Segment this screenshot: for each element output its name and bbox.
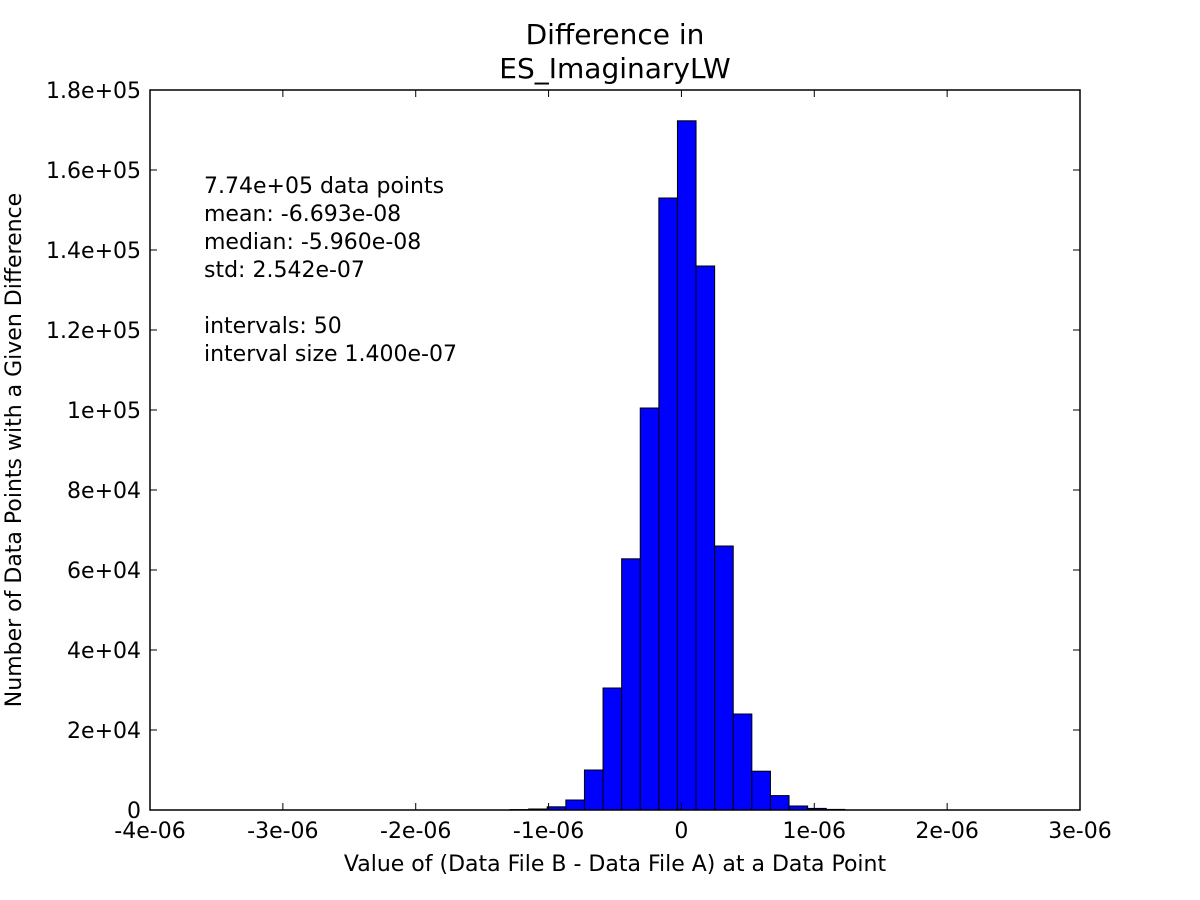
- y-tick-label-9: 1.8e+05: [46, 79, 141, 104]
- y-tick-label-1: 2e+04: [67, 719, 141, 744]
- x-tick-label-1: -3e-06: [247, 819, 318, 844]
- y-tick-label-6: 1.2e+05: [46, 319, 141, 344]
- y-tick-label-8: 1.6e+05: [46, 159, 141, 184]
- histogram-bar-21: [565, 799, 585, 811]
- stats-line-5: intervals: 50: [204, 314, 342, 339]
- stats-line-6: interval size 1.400e-07: [204, 342, 457, 367]
- stats-line-1: mean: -6.693e-08: [204, 202, 401, 227]
- histogram-bar-25: [639, 407, 660, 811]
- y-tick-label-7: 1.4e+05: [46, 239, 141, 264]
- stats-line-2: median: -5.960e-08: [204, 230, 421, 255]
- y-tick-label-2: 4e+04: [67, 639, 141, 664]
- y-tick-label-0: 0: [127, 799, 141, 824]
- y-tick-label-3: 6e+04: [67, 559, 141, 584]
- x-axis-label: Value of (Data File B - Data File A) at …: [344, 852, 887, 877]
- histogram-bar-26: [658, 197, 678, 811]
- plot-area-frame: [149, 89, 1081, 811]
- histogram-bar-32: [769, 795, 790, 811]
- y-tick-label-4: 8e+04: [67, 479, 141, 504]
- y-axis-label: Number of Data Points with a Given Diffe…: [2, 193, 27, 707]
- x-tick-label-0: -4e-06: [114, 819, 185, 844]
- stats-line-0: 7.74e+05 data points: [204, 174, 444, 199]
- x-tick-label-7: 3e-06: [1048, 819, 1111, 844]
- x-tick-label-4: 0: [674, 819, 688, 844]
- histogram-bars: [509, 120, 846, 811]
- x-tick-label-5: 1e-06: [783, 819, 846, 844]
- histogram-bar-27: [676, 120, 697, 811]
- chart-title-line-1: Difference in: [526, 18, 705, 51]
- histogram-bar-24: [621, 558, 641, 811]
- histogram-bar-30: [732, 713, 753, 811]
- histogram-bar-28: [695, 265, 716, 811]
- histogram-bar-22: [583, 769, 604, 811]
- chart-title-line-2: ES_ImaginaryLW: [499, 52, 730, 85]
- x-tick-label-6: 2e-06: [915, 819, 978, 844]
- y-tick-label-5: 1e+05: [67, 399, 141, 424]
- stats-line-3: std: 2.542e-07: [204, 258, 365, 283]
- stats-annotation: 7.74e+05 data points mean: -6.693e-08 medi…: [204, 174, 457, 367]
- histogram-bar-31: [751, 770, 771, 811]
- axis-ticks: -4e-06 -3e-06 -2e-06 -1e-06 0 1e-06 2e-06 3e-06…: [46, 79, 1112, 844]
- x-tick-label-2: -2e-06: [380, 819, 451, 844]
- histogram-bar-23: [602, 687, 623, 811]
- x-tick-label-3: -1e-06: [513, 819, 584, 844]
- histogram-bar-29: [714, 545, 734, 811]
